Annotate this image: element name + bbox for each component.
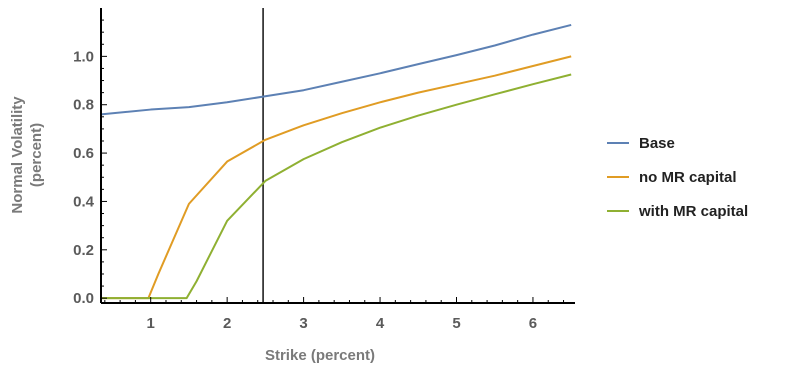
x-tick-label: 1 xyxy=(147,315,155,332)
y-axis-title: Normal Volatility (percent) xyxy=(9,96,45,214)
x-tick-label: 3 xyxy=(299,315,307,332)
legend-label-1: no MR capital xyxy=(639,169,737,186)
legend-label-2: with MR capital xyxy=(638,203,748,220)
series-line-2 xyxy=(101,73,572,300)
x-tick-label: 5 xyxy=(452,315,460,332)
legend-label-0: Base xyxy=(639,135,675,152)
y-tick-label: 0.2 xyxy=(73,242,94,259)
x-axis-title: Strike (percent) xyxy=(265,347,375,364)
y-tick-label: 0.8 xyxy=(73,97,94,114)
y-tick-label: 1.0 xyxy=(73,48,94,65)
y-tick-label: 0.6 xyxy=(73,145,94,162)
x-tick-label: 4 xyxy=(376,315,385,332)
y-axis-title-line-2: (percent) xyxy=(28,123,45,187)
x-tick-label: 6 xyxy=(529,315,537,332)
y-axis-title-line-1: Normal Volatility xyxy=(9,96,26,214)
x-tick-label: 2 xyxy=(223,315,231,332)
y-tick-label: 0.0 xyxy=(73,290,94,307)
series-line-1 xyxy=(101,55,572,300)
legend: Base no MR capital with MR capital xyxy=(607,135,748,220)
y-tick-label: 0.4 xyxy=(73,193,95,210)
series-line-0 xyxy=(100,23,572,116)
